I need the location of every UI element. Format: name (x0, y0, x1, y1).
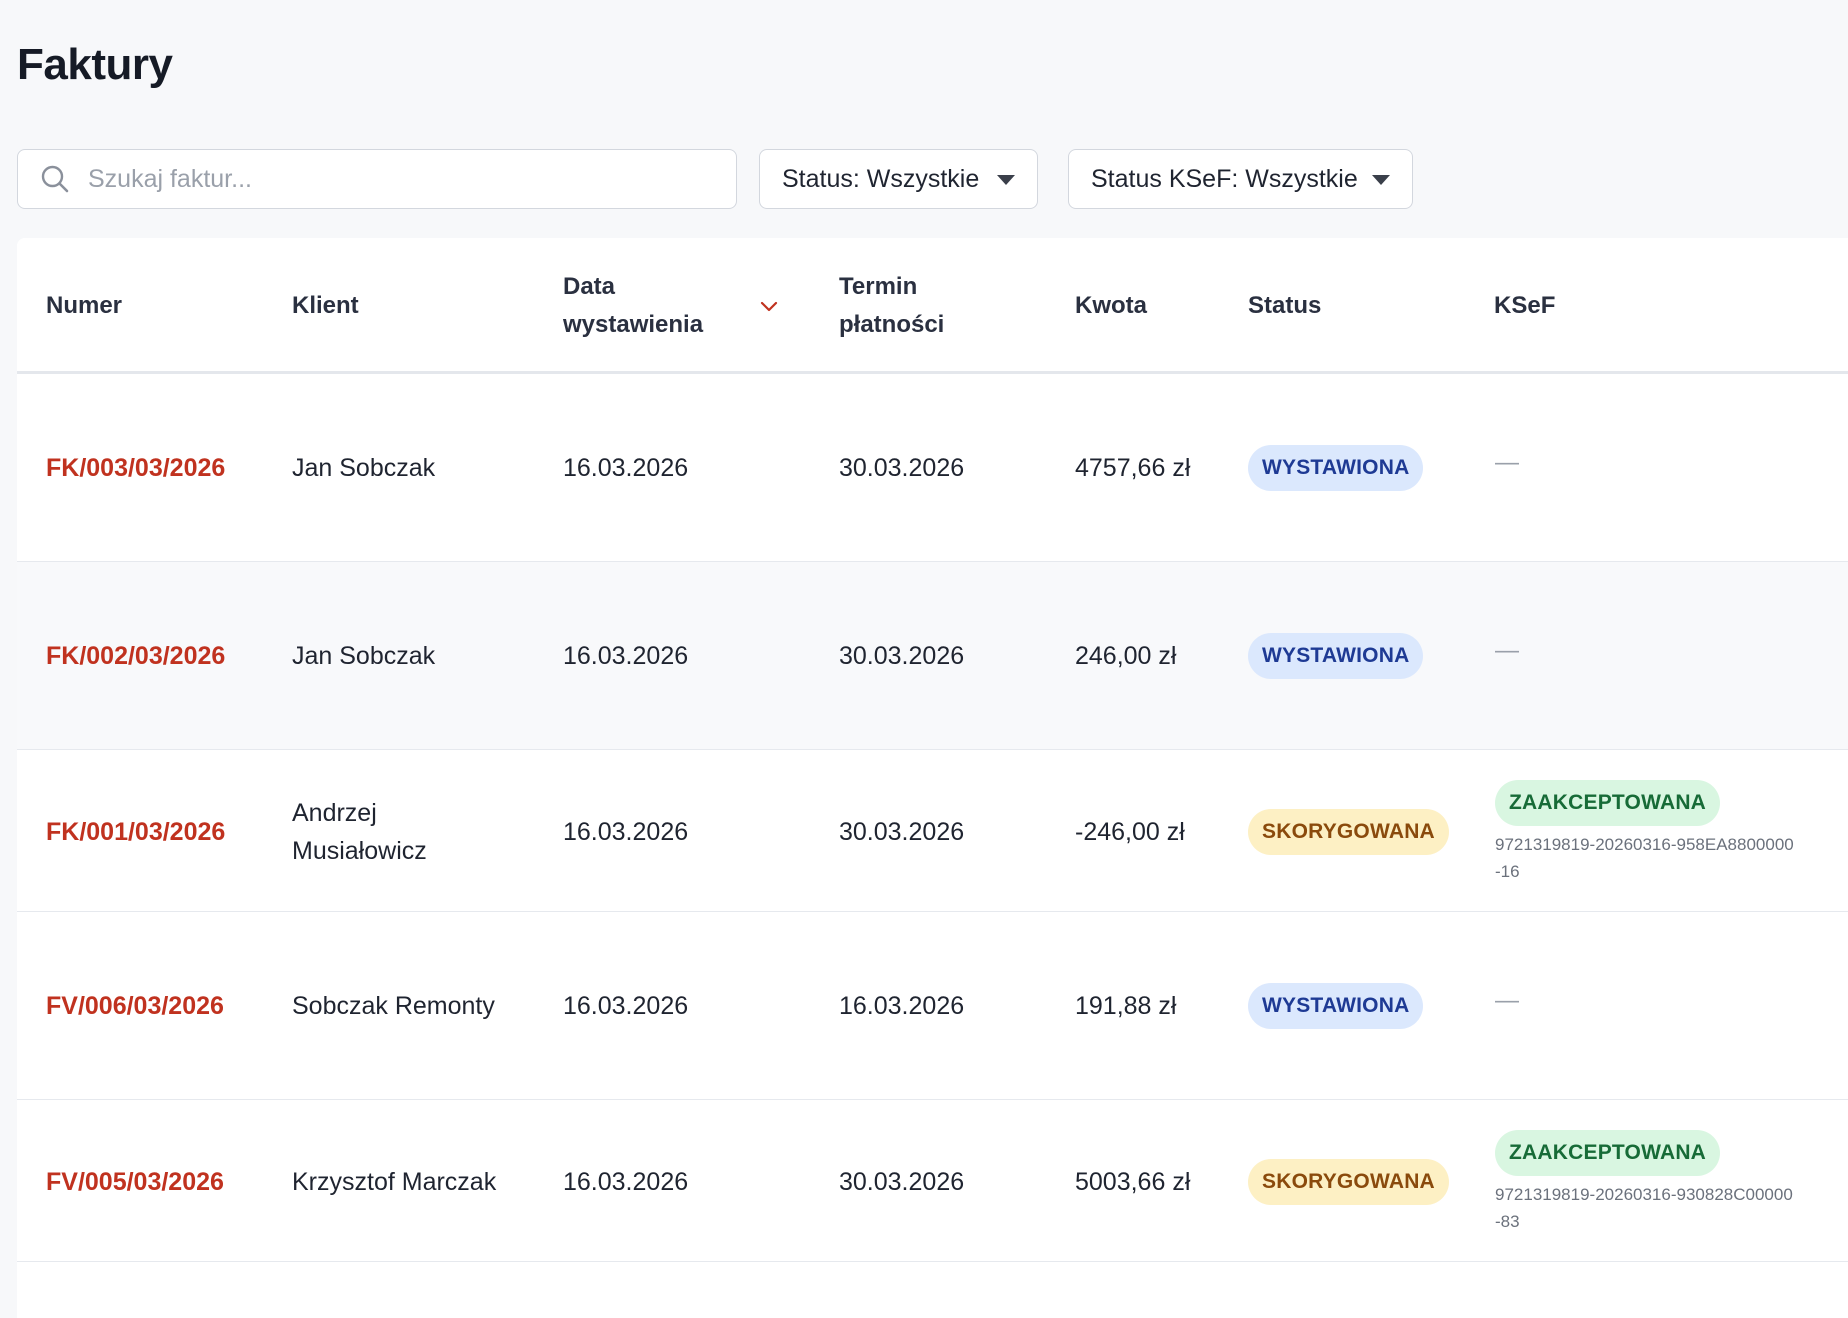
status-badge: WYSTAWIONA (1248, 445, 1424, 491)
table-row[interactable]: FK/001/03/2026 Andrzej Musiałowicz 16.03… (17, 750, 1848, 912)
issue-date: 16.03.2026 (563, 642, 689, 670)
ksef-id-line1: 9721319819-20260316-958EA8800000 (1495, 835, 1794, 854)
column-header-issue-date-line1: Data (563, 273, 616, 300)
ksef-id-line2: -83 (1495, 1212, 1520, 1231)
due-date: 30.03.2026 (839, 454, 965, 482)
issue-date: 16.03.2026 (563, 1168, 689, 1196)
ksef-id: 9721319819-20260316-958EA8800000 -16 (1495, 831, 1835, 885)
invoice-number-link[interactable]: FK/003/03/2026 (46, 454, 226, 482)
due-date: 30.03.2026 (839, 1168, 965, 1196)
status-filter-dropdown[interactable]: Status: Wszystkie (759, 149, 1038, 209)
invoices-table: Numer Klient Data wystawienia Termin pła… (17, 238, 1848, 1318)
table-row[interactable]: FK/003/03/2026 Jan Sobczak 16.03.2026 30… (17, 374, 1848, 562)
column-header-amount[interactable]: Kwota (1075, 292, 1147, 319)
ksef-empty: — (1495, 987, 1519, 1014)
client-name: Sobczak Remonty (292, 992, 495, 1020)
column-header-issue-date-line2: wystawienia (563, 311, 704, 338)
table-row[interactable]: FV/005/03/2026 Krzysztof Marczak 16.03.2… (17, 1100, 1848, 1262)
column-header-number[interactable]: Numer (46, 292, 123, 319)
column-header-issue-date[interactable]: Data wystawienia (563, 268, 703, 344)
table-row[interactable]: FK/002/03/2026 Jan Sobczak 16.03.2026 30… (17, 562, 1848, 750)
ksef-status-badge: ZAAKCEPTOWANA (1495, 1130, 1721, 1176)
due-date: 30.03.2026 (839, 642, 965, 670)
invoice-number-link[interactable]: FV/005/03/2026 (46, 1168, 224, 1196)
column-header-due-date-line1: Termin (839, 273, 918, 300)
due-date: 16.03.2026 (839, 992, 965, 1020)
amount: 191,88 zł (1075, 992, 1177, 1020)
column-header-due-date[interactable]: Termin płatności (839, 268, 944, 344)
amount: 4757,66 zł (1075, 454, 1191, 482)
invoice-number-link[interactable]: FK/001/03/2026 (46, 818, 226, 846)
ksef-status-filter-dropdown[interactable]: Status KSeF: Wszystkie (1068, 149, 1413, 209)
status-badge: SKORYGOWANA (1248, 809, 1449, 855)
client-name-line2: Musiałowicz (292, 837, 427, 865)
ksef-status-filter-label: Status KSeF: Wszystkie (1091, 164, 1358, 193)
ksef-id: 9721319819-20260316-930828C00000 -83 (1495, 1181, 1835, 1235)
column-header-client[interactable]: Klient (292, 292, 359, 319)
ksef-id-line1: 9721319819-20260316-930828C00000 (1495, 1185, 1793, 1204)
ksef-id-line2: -16 (1495, 862, 1520, 881)
invoice-number-link[interactable]: FK/002/03/2026 (46, 642, 226, 670)
table-row[interactable]: FV/006/03/2026 Sobczak Remonty 16.03.202… (17, 912, 1848, 1100)
status-filter-label: Status: Wszystkie (782, 164, 980, 193)
client-name: Andrzej Musiałowicz (292, 794, 427, 870)
invoice-number-link[interactable]: FV/006/03/2026 (46, 992, 224, 1020)
caret-down-icon (1372, 175, 1390, 185)
ksef-empty: — (1495, 449, 1519, 476)
ksef-status-badge: ZAAKCEPTOWANA (1495, 780, 1721, 826)
amount: 246,00 zł (1075, 642, 1177, 670)
column-header-ksef[interactable]: KSeF (1494, 292, 1556, 319)
client-name-line1: Andrzej (292, 799, 377, 827)
status-badge: SKORYGOWANA (1248, 1159, 1449, 1205)
column-header-due-date-line2: płatności (839, 311, 945, 338)
caret-down-icon (997, 175, 1015, 185)
amount: 5003,66 zł (1075, 1168, 1191, 1196)
page-title: Faktury (17, 40, 173, 89)
issue-date: 16.03.2026 (563, 454, 689, 482)
status-badge: WYSTAWIONA (1248, 633, 1424, 679)
issue-date: 16.03.2026 (563, 818, 689, 846)
status-badge: WYSTAWIONA (1248, 983, 1424, 1029)
client-name: Krzysztof Marczak (292, 1168, 497, 1196)
due-date: 30.03.2026 (839, 818, 965, 846)
column-header-status[interactable]: Status (1248, 292, 1322, 319)
search-input[interactable] (86, 163, 686, 195)
issue-date: 16.03.2026 (563, 992, 689, 1020)
search-field[interactable] (17, 149, 737, 209)
chevron-down-icon[interactable] (760, 301, 778, 313)
client-name: Jan Sobczak (292, 454, 436, 482)
client-name: Jan Sobczak (292, 642, 436, 670)
table-header: Numer Klient Data wystawienia Termin pła… (17, 238, 1848, 374)
search-icon (41, 165, 69, 193)
ksef-empty: — (1495, 637, 1519, 664)
amount: -246,00 zł (1075, 818, 1185, 846)
